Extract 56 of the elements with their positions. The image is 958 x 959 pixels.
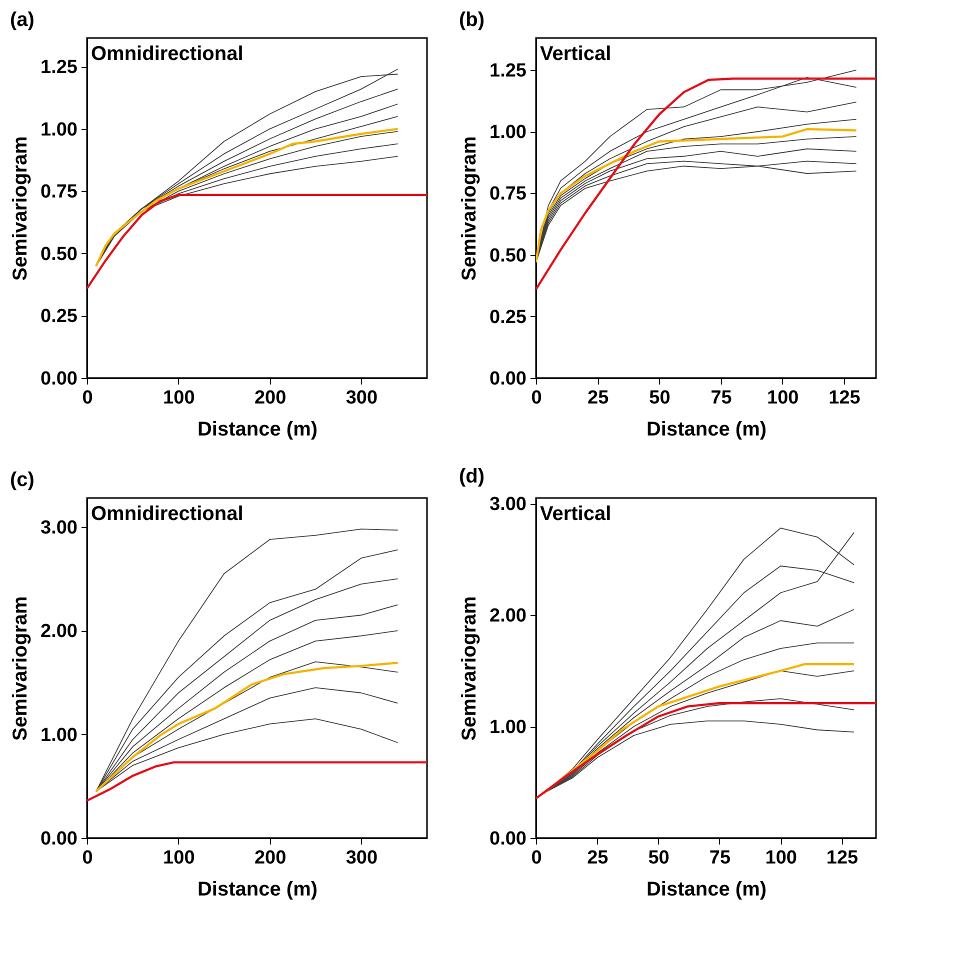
y-tick-label: 1.00 <box>490 122 526 144</box>
y-tick-label: 0.00 <box>490 828 526 850</box>
y-tick-label: 1.25 <box>40 57 78 78</box>
x-tick-label: 200 <box>254 388 286 408</box>
y-axis-title: Semivariogram <box>10 136 32 281</box>
annotation: Omnidirectional <box>91 503 244 525</box>
annotation: Vertical <box>540 503 612 525</box>
y-tick-label: 2.00 <box>40 621 78 642</box>
x-tick-label: 125 <box>828 388 861 408</box>
y-tick-label: 0.25 <box>490 306 527 328</box>
x-tick-label: 25 <box>588 388 610 408</box>
y-tick-label: 3.00 <box>490 494 526 516</box>
y-tick-label: 1.25 <box>490 60 527 82</box>
annotation: Omnidirectional <box>91 43 244 65</box>
x-tick-label: 75 <box>710 388 732 408</box>
y-tick-label: 1.00 <box>490 717 526 738</box>
chart-title: (d) <box>459 466 485 488</box>
y-tick-label: 0.25 <box>40 306 78 328</box>
y-tick-label: 0.50 <box>490 245 526 266</box>
y-tick-label: 0.00 <box>40 368 78 390</box>
x-tick-label: 100 <box>163 848 195 868</box>
chart-title: (c) <box>10 469 34 491</box>
x-tick-label: 200 <box>254 848 286 868</box>
x-tick-label: 300 <box>346 848 378 868</box>
y-axis-title: Semivariogram <box>458 596 481 741</box>
x-axis-title: Distance (m) <box>646 878 767 900</box>
y-tick-label: 1.00 <box>40 724 78 746</box>
annotation: Vertical <box>540 43 612 65</box>
chart-title: (a) <box>10 9 34 31</box>
y-tick-label: 1.00 <box>40 119 78 140</box>
x-tick-label: 25 <box>587 848 609 868</box>
x-tick-label: 125 <box>826 848 859 868</box>
x-tick-label: 50 <box>648 848 670 868</box>
y-tick-label: 3.00 <box>40 518 78 539</box>
x-tick-label: 0 <box>531 848 542 868</box>
x-tick-label: 0 <box>531 388 542 408</box>
x-tick-label: 0 <box>82 848 93 868</box>
y-tick-label: 0.75 <box>40 182 78 203</box>
y-axis-title: Semivariogram <box>458 136 481 281</box>
x-tick-label: 100 <box>163 388 195 408</box>
x-tick-label: 0 <box>82 388 93 408</box>
chart-title: (b) <box>459 9 485 31</box>
x-axis-title: Distance (m) <box>646 418 767 440</box>
x-axis-title: Distance (m) <box>197 878 318 900</box>
y-tick-label: 0.50 <box>40 244 78 265</box>
x-tick-label: 100 <box>765 848 797 868</box>
y-tick-label: 2.00 <box>490 606 526 627</box>
x-tick-label: 75 <box>709 848 731 868</box>
y-axis-title: Semivariogram <box>10 596 32 741</box>
x-tick-label: 300 <box>346 388 378 408</box>
y-tick-label: 0.00 <box>40 828 78 850</box>
x-tick-label: 50 <box>649 388 670 408</box>
y-tick-label: 0.00 <box>490 368 526 390</box>
x-axis-title: Distance (m) <box>197 418 318 440</box>
x-tick-label: 100 <box>767 388 799 408</box>
y-tick-label: 0.75 <box>490 184 527 205</box>
